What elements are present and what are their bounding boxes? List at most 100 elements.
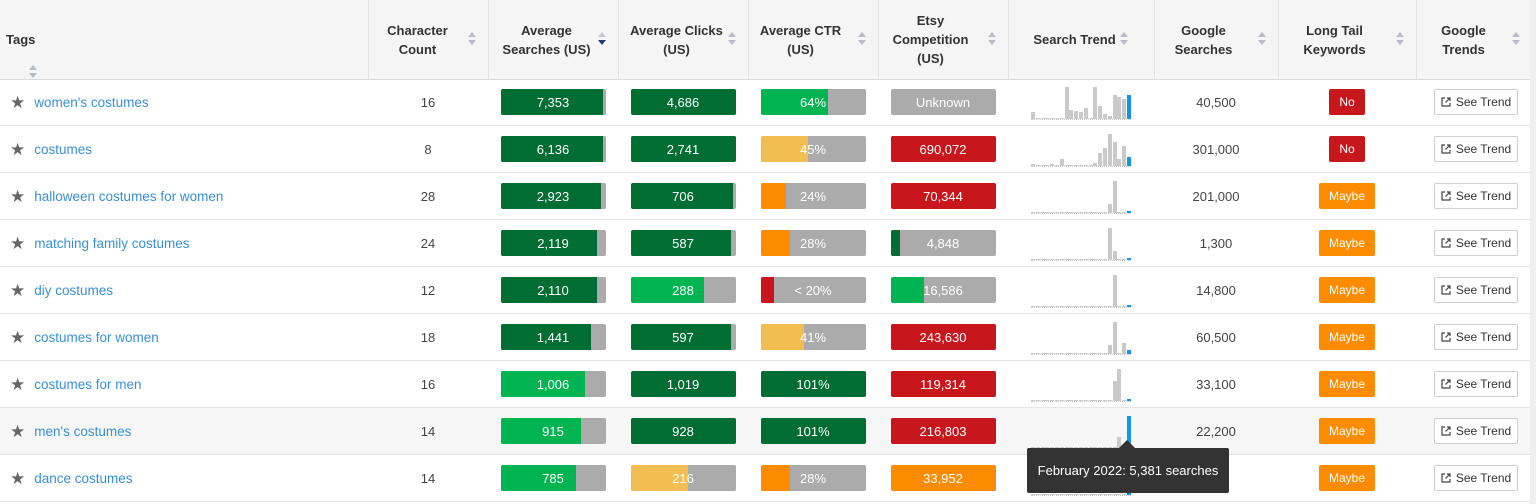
star-icon[interactable]: ★ xyxy=(10,327,26,347)
search-trend-cell[interactable] xyxy=(1008,361,1154,407)
google-trends-cell: See Trend xyxy=(1416,361,1536,407)
search-trend-sparkline[interactable] xyxy=(1031,85,1131,120)
sort-desc-icon[interactable] xyxy=(598,32,606,46)
see-trend-button[interactable]: See Trend xyxy=(1434,371,1518,397)
trend-bar xyxy=(1059,352,1064,354)
table-row[interactable]: ★ costumes for men 16 1,006 1,019 101% 119,314… xyxy=(0,361,1536,408)
header-long-tail-keywords[interactable]: Long Tail Keywords xyxy=(1278,0,1416,79)
table-row[interactable]: ★ costumes for women 18 1,441 597 41% 243,630 6… xyxy=(0,314,1536,361)
sort-icon[interactable] xyxy=(1396,32,1404,46)
header-average-searches[interactable]: Average Searches (US) xyxy=(488,0,618,79)
tag-link[interactable]: men's costumes xyxy=(34,423,132,439)
search-trend-sparkline[interactable] xyxy=(1031,179,1131,214)
sort-icon[interactable] xyxy=(468,32,476,46)
table-row[interactable]: ★ halloween costumes for women 28 2,923 706 2… xyxy=(0,173,1536,220)
tag-link[interactable]: matching family costumes xyxy=(34,235,190,251)
trend-bar xyxy=(1035,211,1040,213)
search-trend-cell[interactable] xyxy=(1008,173,1154,219)
search-trend-sparkline[interactable] xyxy=(1031,367,1131,402)
google-searches: 201,000 xyxy=(1192,188,1240,204)
search-trend-cell[interactable] xyxy=(1008,126,1154,172)
table-row[interactable]: ★dance costumes1478521628%33,952…0MaybeS… xyxy=(0,455,1536,502)
average-searches-bar: 915 xyxy=(500,418,606,444)
average-clicks-bar: 587 xyxy=(630,230,736,256)
sort-icon[interactable] xyxy=(29,64,38,79)
trend-bar xyxy=(1103,446,1107,448)
trend-bar xyxy=(1088,399,1093,401)
star-icon[interactable]: ★ xyxy=(10,233,26,253)
search-trend-sparkline[interactable] xyxy=(1031,226,1131,261)
header-search-trend[interactable]: Search Trend xyxy=(1008,0,1154,79)
see-trend-button[interactable]: See Trend xyxy=(1434,230,1518,256)
header-average-clicks[interactable]: Average Clicks (US) xyxy=(618,0,748,79)
external-link-icon xyxy=(1441,191,1451,201)
average-searches-bar-cell: 2,110 xyxy=(488,267,618,313)
sort-icon[interactable] xyxy=(1120,32,1128,46)
sort-icon[interactable] xyxy=(1258,32,1266,46)
trend-bar xyxy=(1064,446,1069,448)
search-trend-cell[interactable] xyxy=(1008,79,1154,125)
search-trend-cell[interactable] xyxy=(1008,267,1154,313)
table-header: Tags Character Count Average Searches (U… xyxy=(0,0,1536,80)
table-row[interactable]: ★ diy costumes 12 2,110 288 < 20% 16,586 14,800… xyxy=(0,267,1536,314)
average-clicks-bar-value: 706 xyxy=(672,188,694,204)
sort-icon[interactable] xyxy=(988,32,996,46)
star-icon[interactable]: ★ xyxy=(10,421,26,441)
average-ctr-bar-fill xyxy=(760,371,866,397)
see-trend-button[interactable]: See Trend xyxy=(1434,324,1518,350)
average-clicks-bar-cell: 288 xyxy=(618,267,748,313)
see-trend-button[interactable]: See Trend xyxy=(1434,89,1518,115)
table-row[interactable]: ★ matching family costumes 24 2,119 587 28% 4,… xyxy=(0,220,1536,267)
sort-icon[interactable] xyxy=(1512,32,1520,46)
tag-link[interactable]: halloween costumes for women xyxy=(34,188,224,204)
scrollbar[interactable] xyxy=(1530,0,1536,504)
sort-icon[interactable] xyxy=(858,32,866,46)
tag-link[interactable]: diy costumes xyxy=(34,282,114,298)
star-icon[interactable]: ★ xyxy=(10,468,26,488)
header-google-trends[interactable]: Google Trends xyxy=(1416,0,1536,79)
trend-bar xyxy=(1117,159,1122,166)
search-trend-cell[interactable] xyxy=(1008,220,1154,266)
table-row[interactable]: ★ men's costumes 14 915 928 101% 216,803 22,200… xyxy=(0,408,1536,455)
tag-link[interactable]: dance costumes xyxy=(34,470,133,486)
search-trend-sparkline[interactable] xyxy=(1031,414,1131,449)
header-etsy-competition[interactable]: Etsy Competition (US) xyxy=(878,0,1008,79)
search-trend-sparkline[interactable] xyxy=(1031,273,1131,308)
average-searches-bar-value: 7,353 xyxy=(536,94,570,110)
table-row[interactable]: ★ costumes 8 6,136 2,741 45% 690,072 301,000 No S… xyxy=(0,126,1536,173)
star-icon[interactable]: ★ xyxy=(10,186,26,206)
see-trend-button[interactable]: See Trend xyxy=(1434,418,1518,444)
search-trend-sparkline[interactable] xyxy=(1031,320,1131,355)
trend-bar xyxy=(1098,352,1103,354)
tag-link[interactable]: costumes for men xyxy=(34,376,142,392)
star-icon[interactable]: ★ xyxy=(10,139,26,159)
trend-bar xyxy=(1093,493,1098,495)
average-ctr-bar-fill xyxy=(760,230,790,256)
trend-bar xyxy=(1064,352,1069,354)
see-trend-button[interactable]: See Trend xyxy=(1434,465,1518,491)
average-ctr-bar-value: 101% xyxy=(796,423,830,439)
search-trend-cell[interactable] xyxy=(1008,314,1154,360)
trend-bar xyxy=(1069,352,1074,354)
header-tags[interactable]: Tags xyxy=(0,0,368,79)
star-icon[interactable]: ★ xyxy=(10,374,26,394)
header-character-count[interactable]: Character Count xyxy=(368,0,488,79)
average-clicks-bar-fill xyxy=(630,89,736,115)
table-row[interactable]: ★ women's costumes 16 7,353 4,686 64% Unknown 4… xyxy=(0,79,1536,126)
tag-link[interactable]: costumes xyxy=(34,141,93,157)
sort-icon[interactable] xyxy=(728,32,736,46)
star-icon[interactable]: ★ xyxy=(10,280,26,300)
character-count: 14 xyxy=(420,423,436,439)
trend-bar xyxy=(1107,493,1112,495)
see-trend-button[interactable]: See Trend xyxy=(1434,136,1518,162)
header-average-ctr[interactable]: Average CTR (US) xyxy=(748,0,878,79)
star-icon[interactable]: ★ xyxy=(10,92,26,112)
average-ctr-bar-value: 64% xyxy=(799,94,827,110)
trend-bar xyxy=(1122,146,1127,166)
see-trend-button[interactable]: See Trend xyxy=(1434,277,1518,303)
see-trend-button[interactable]: See Trend xyxy=(1434,183,1518,209)
tag-link[interactable]: women's costumes xyxy=(34,94,149,110)
tag-link[interactable]: costumes for women xyxy=(34,329,159,345)
header-google-searches[interactable]: Google Searches xyxy=(1154,0,1278,79)
search-trend-sparkline[interactable] xyxy=(1031,132,1131,167)
